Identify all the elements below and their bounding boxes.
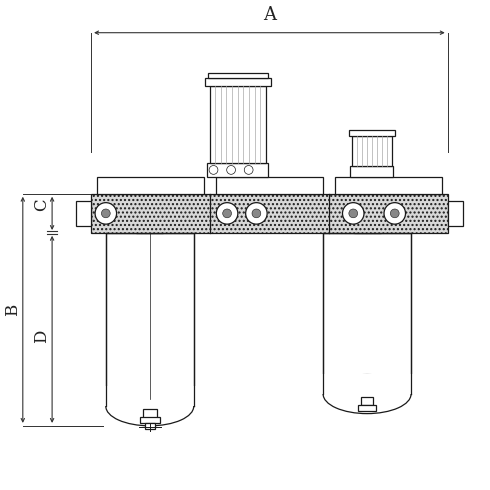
Text: C: C bbox=[33, 198, 50, 211]
Circle shape bbox=[101, 209, 110, 218]
Bar bbox=[75, 201, 91, 226]
Circle shape bbox=[222, 209, 231, 218]
Bar bbox=[207, 163, 268, 177]
Bar bbox=[323, 233, 411, 394]
Text: D: D bbox=[33, 330, 50, 343]
Bar bbox=[216, 177, 323, 194]
Circle shape bbox=[227, 166, 236, 174]
Bar bbox=[350, 166, 393, 177]
Bar bbox=[358, 405, 376, 411]
Circle shape bbox=[343, 203, 364, 224]
Bar bbox=[140, 417, 160, 423]
Bar bbox=[97, 177, 204, 194]
Bar bbox=[448, 201, 463, 226]
Circle shape bbox=[252, 209, 261, 218]
Ellipse shape bbox=[323, 374, 411, 414]
Circle shape bbox=[217, 203, 238, 224]
Bar bbox=[106, 233, 194, 406]
Ellipse shape bbox=[106, 387, 194, 426]
Bar bbox=[103, 386, 196, 406]
Circle shape bbox=[245, 166, 253, 174]
Bar bbox=[205, 77, 270, 86]
Circle shape bbox=[95, 203, 117, 224]
Circle shape bbox=[384, 203, 406, 224]
Bar bbox=[91, 194, 448, 233]
Bar bbox=[320, 373, 414, 394]
Circle shape bbox=[349, 209, 358, 218]
Text: A: A bbox=[263, 6, 276, 24]
Bar bbox=[352, 136, 392, 166]
Bar bbox=[208, 73, 268, 77]
Bar bbox=[349, 130, 395, 136]
Circle shape bbox=[391, 209, 399, 218]
Bar bbox=[335, 177, 442, 194]
Bar bbox=[143, 409, 157, 417]
Circle shape bbox=[209, 166, 218, 174]
Circle shape bbox=[245, 203, 267, 224]
Bar bbox=[210, 86, 266, 163]
Bar bbox=[145, 423, 155, 429]
Text: B: B bbox=[3, 304, 21, 316]
Bar bbox=[361, 396, 373, 405]
